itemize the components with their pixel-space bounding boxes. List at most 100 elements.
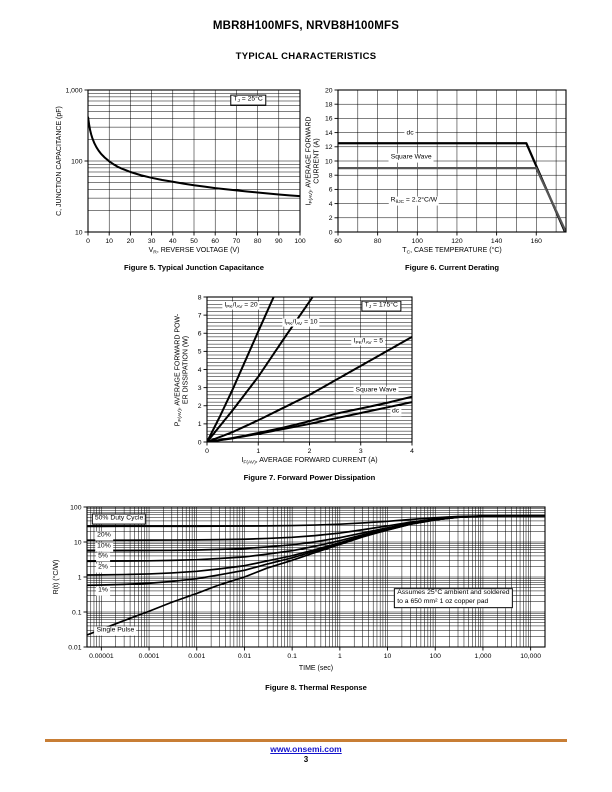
figure-8-x-title: TIME (sec) — [298, 665, 334, 672]
figure-5-caption: Figure 5. Typical Junction Capacitance — [124, 263, 264, 272]
svg-text:5: 5 — [198, 349, 202, 356]
figure-5: 0 10 20 30 40 50 60 70 80 90 100 10 100 1,000 VR, REVE… — [56, 87, 306, 272]
figure-6-series-dc-derating — [338, 142, 566, 232]
svg-text:0.001: 0.001 — [188, 653, 205, 660]
figure-7-caption: Figure 7. Forward Power Dissipation — [243, 473, 376, 482]
svg-text:0: 0 — [205, 448, 209, 455]
svg-text:1: 1 — [256, 448, 260, 455]
svg-text:1: 1 — [78, 574, 82, 581]
figure-8: 0.00001 0.0001 0.001 0.01 0.1 1 10 100 1,000 10,0… — [53, 504, 546, 692]
svg-text:100: 100 — [430, 653, 442, 660]
svg-text:50: 50 — [190, 238, 198, 245]
svg-text:12: 12 — [325, 144, 333, 151]
figure-7-plot: 0 1 2 3 4 0 1 2 3 4 5 6 7 8 — [198, 294, 414, 455]
figure-7-series-ipk-iav-10 — [207, 297, 314, 442]
figure-8-duty-1-label: 1% — [96, 586, 110, 596]
svg-text:4: 4 — [198, 367, 202, 374]
figure-5-x-title: VR, REVERSE VOLTAGE (V) — [148, 247, 240, 256]
svg-text:2: 2 — [329, 215, 333, 222]
figure-8-duty-20-label: 20% — [95, 531, 113, 541]
svg-text:0: 0 — [198, 439, 202, 446]
svg-text:4: 4 — [410, 448, 414, 455]
figure-6-plot: 60 80 100 120 140 160 0 2 4 6 8 10 12 14 16 18 20 — [325, 87, 567, 245]
svg-text:0.00001: 0.00001 — [89, 653, 114, 660]
page-number: 3 — [303, 755, 309, 764]
svg-text:14: 14 — [325, 130, 333, 137]
svg-text:10: 10 — [384, 653, 392, 660]
figure-8-series-duty-1 — [87, 514, 545, 587]
figure-6-rthjc-label: RθJC = 2.2°C/W — [388, 196, 440, 206]
figure-7-x-title: IF(AV), AVERAGE FORWARD CURRENT (A) — [241, 457, 378, 466]
svg-text:1,000: 1,000 — [474, 653, 491, 660]
figure-7-dc-label: dc — [390, 407, 402, 417]
svg-text:1: 1 — [198, 421, 202, 428]
figure-6-caption: Figure 6. Current Derating — [404, 263, 500, 272]
svg-text:100: 100 — [412, 238, 424, 245]
svg-text:6: 6 — [329, 187, 333, 194]
svg-text:20: 20 — [127, 238, 135, 245]
svg-text:60: 60 — [334, 238, 342, 245]
svg-text:2: 2 — [198, 403, 202, 410]
figure-8-duty-10-label: 10% — [95, 542, 113, 552]
svg-text:0: 0 — [86, 238, 90, 245]
svg-text:7: 7 — [198, 312, 202, 319]
figure-8-series-duty-20 — [87, 514, 545, 542]
svg-text:16: 16 — [325, 116, 333, 123]
figure-5-series-junction-capacitance — [88, 116, 300, 198]
figure-6-dc-label: dc — [404, 130, 416, 139]
footer-link[interactable]: www.onsemi.com — [270, 744, 342, 754]
figure-8-ambient-note: Assumes 25°C ambient and soldered to a 65… — [394, 588, 513, 608]
svg-text:10,000: 10,000 — [520, 653, 541, 660]
svg-text:60: 60 — [211, 238, 219, 245]
svg-text:100: 100 — [70, 504, 82, 511]
svg-text:120: 120 — [451, 238, 463, 245]
figure-6-square-wave-label: Square Wave — [388, 153, 434, 163]
svg-text:3: 3 — [359, 448, 363, 455]
figure-8-duty-5-label: 5% — [96, 552, 110, 562]
footer-rule — [45, 739, 567, 742]
svg-text:2: 2 — [308, 448, 312, 455]
svg-text:0.1: 0.1 — [287, 653, 297, 660]
figure-7-y-title: PF(AV), AVERAGE FORWARD POW- ER DISSIPATI… — [174, 313, 190, 426]
figure-7-series-ipk-iav-20 — [207, 297, 275, 442]
figure-6-series-square-wave-derating — [338, 166, 566, 232]
svg-text:18: 18 — [325, 102, 333, 109]
figure-7: 0 1 2 3 4 0 1 2 3 4 5 6 7 8 IF(AV), AVERAGE FORWARD CU… — [175, 294, 415, 482]
figure-7-square-wave-label: Square Wave — [353, 386, 399, 395]
figure-8-single-pulse-label: Single Pulse — [94, 626, 137, 636]
figure-8-caption: Figure 8. Thermal Response — [265, 683, 367, 692]
figure-8-y-title: R(t) (°C/W) — [52, 559, 60, 595]
svg-text:1,000: 1,000 — [65, 87, 82, 94]
svg-text:80: 80 — [254, 238, 262, 245]
figure-7-ipk5-label: IPK/IAV = 5 — [351, 337, 386, 346]
svg-text:8: 8 — [198, 294, 202, 301]
svg-text:20: 20 — [325, 87, 333, 94]
svg-text:10: 10 — [105, 238, 113, 245]
svg-text:1: 1 — [338, 653, 342, 660]
svg-text:100: 100 — [294, 238, 306, 245]
svg-text:10: 10 — [74, 539, 82, 546]
svg-text:3: 3 — [198, 385, 202, 392]
svg-text:140: 140 — [491, 238, 503, 245]
svg-text:0: 0 — [329, 229, 333, 236]
svg-text:4: 4 — [329, 201, 333, 208]
figure-6: 60 80 100 120 140 160 0 2 4 6 8 10 12 14 16 18 20 TC, CAS… — [306, 87, 567, 272]
doc-subtitle: TYPICAL CHARACTERISTICS — [235, 51, 377, 62]
svg-text:10: 10 — [75, 229, 83, 236]
svg-text:0.01: 0.01 — [238, 653, 251, 660]
svg-text:6: 6 — [198, 331, 202, 338]
svg-text:8: 8 — [329, 173, 333, 180]
figure-5-y-title: C, JUNCTION CAPACITANCE (pF) — [55, 106, 63, 216]
svg-text:70: 70 — [233, 238, 241, 245]
svg-text:80: 80 — [374, 238, 382, 245]
doc-title: MBR8H100MFS, NRVB8H100MFS — [212, 20, 400, 32]
figure-8-plot: 0.00001 0.0001 0.001 0.01 0.1 1 10 100 1,000 10,0… — [68, 504, 546, 660]
svg-text:0.1: 0.1 — [72, 609, 82, 616]
svg-text:40: 40 — [169, 238, 177, 245]
figure-6-x-title: TC, CASE TEMPERATURE (°C) — [402, 247, 502, 256]
figure-7-ipk10-label: IPK/IAV = 10 — [282, 318, 320, 327]
figure-7-ipk20-label: IPK/IAV = 20 — [222, 301, 260, 310]
figure-7-series-dc — [207, 401, 412, 442]
